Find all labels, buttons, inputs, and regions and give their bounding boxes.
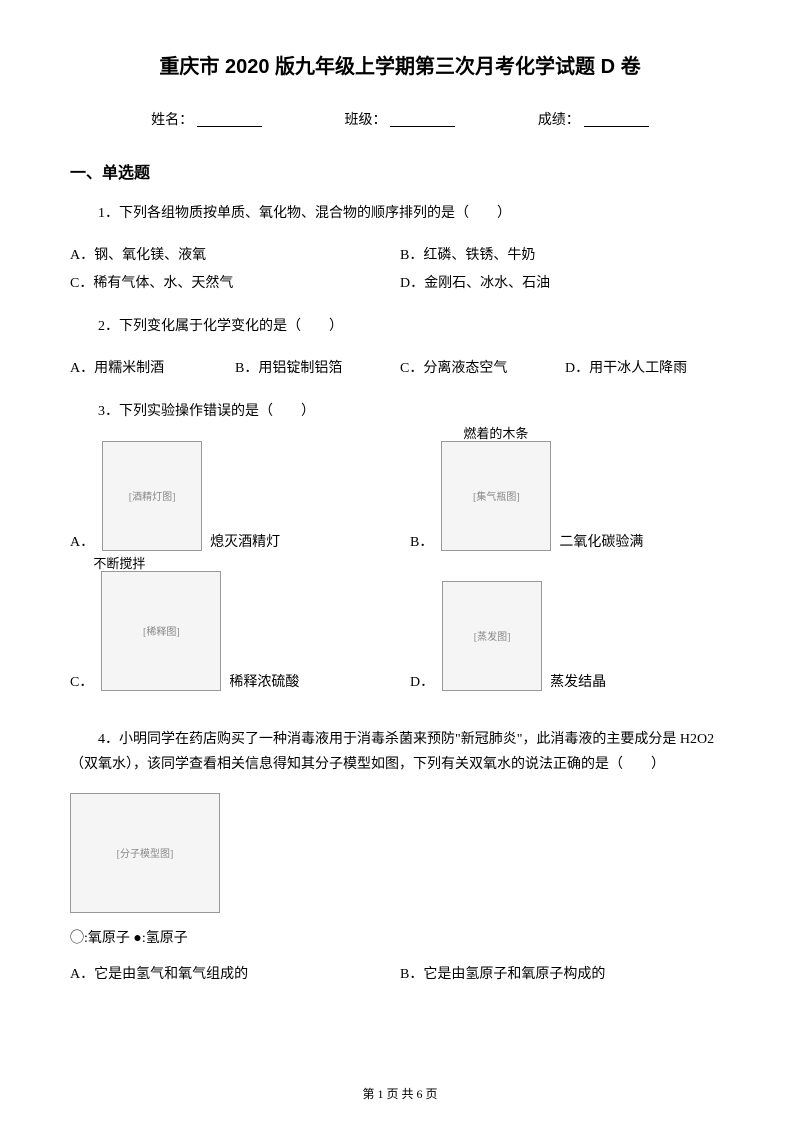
q2-option-c: C．分离液态空气 bbox=[400, 355, 565, 383]
page-footer: 第 1 页 共 6 页 bbox=[0, 1085, 800, 1102]
q2-option-b: B．用铝锭制铝箔 bbox=[235, 355, 400, 383]
co2-bottle-figure: [集气瓶图] bbox=[441, 441, 551, 551]
name-field: 姓名： bbox=[151, 109, 262, 129]
q3-b-label: 二氧化碳验满 bbox=[559, 531, 643, 551]
q1-options: A．钢、氧化镁、液氧 B．红磷、铁锈、牛奶 C．稀有气体、水、天然气 D．金刚石… bbox=[70, 242, 730, 298]
q2-options: A．用糯米制酒 B．用铝锭制铝箔 C．分离液态空气 D．用干冰人工降雨 bbox=[70, 355, 730, 383]
q3-b-overlay: 燃着的木条 bbox=[463, 423, 528, 442]
molecule-figure: [分子模型图] bbox=[70, 793, 220, 913]
dilute-acid-figure: [稀释图] bbox=[101, 571, 221, 691]
q2-option-a: A．用糯米制酒 bbox=[70, 355, 235, 383]
score-field: 成绩： bbox=[538, 109, 649, 129]
class-label: 班级： bbox=[344, 109, 386, 129]
question-4: 4．小明同学在药店购买了一种消毒液用于消毒杀菌来预防"新冠肺炎"，此消毒液的主要… bbox=[70, 727, 730, 777]
q1-option-a: A．钢、氧化镁、液氧 bbox=[70, 242, 400, 270]
q3-a-prefix: A． bbox=[70, 531, 94, 551]
evaporate-figure: [蒸发图] bbox=[442, 581, 542, 691]
question-2: 2．下列变化属于化学变化的是（ ） bbox=[70, 314, 730, 339]
q1-option-c: C．稀有气体、水、天然气 bbox=[70, 270, 400, 298]
student-info-row: 姓名： 班级： 成绩： bbox=[70, 109, 730, 129]
q3-option-d: D． [蒸发图] 蒸发结晶 bbox=[400, 571, 730, 691]
score-label: 成绩： bbox=[538, 109, 580, 129]
class-underline bbox=[390, 111, 455, 127]
q3-options: A． [酒精灯图] 熄灭酒精灯 B． 燃着的木条 [集气瓶图] 二氧化碳验满 C… bbox=[70, 441, 730, 711]
q1-option-b: B．红磷、铁锈、牛奶 bbox=[400, 242, 730, 270]
q1-option-d: D．金刚石、冰水、石油 bbox=[400, 270, 730, 298]
alcohol-lamp-figure: [酒精灯图] bbox=[102, 441, 202, 551]
q3-option-a: A． [酒精灯图] 熄灭酒精灯 bbox=[70, 441, 400, 551]
question-1: 1．下列各组物质按单质、氧化物、混合物的顺序排列的是（ ） bbox=[70, 201, 730, 226]
q3-a-label: 熄灭酒精灯 bbox=[210, 531, 280, 551]
q3-d-label: 蒸发结晶 bbox=[550, 671, 606, 691]
q4-options: A．它是由氢气和氧气组成的 B．它是由氢原子和氧原子构成的 bbox=[70, 961, 730, 989]
molecule-legend: ◯:氧原子 ●:氢原子 bbox=[70, 927, 730, 947]
q3-d-prefix: D． bbox=[410, 671, 434, 691]
score-underline bbox=[584, 111, 649, 127]
name-label: 姓名： bbox=[151, 109, 193, 129]
q3-c-label: 稀释浓硫酸 bbox=[229, 671, 299, 691]
q3-b-prefix: B． bbox=[410, 531, 433, 551]
q4-option-b: B．它是由氢原子和氧原子构成的 bbox=[400, 961, 730, 989]
question-3: 3．下列实验操作错误的是（ ） bbox=[70, 399, 730, 424]
q3-option-b: B． 燃着的木条 [集气瓶图] 二氧化碳验满 bbox=[400, 441, 730, 551]
q3-c-prefix: C． bbox=[70, 671, 93, 691]
section-header: 一、单选题 bbox=[70, 159, 730, 183]
q3-c-overlay1: 不断搅拌 bbox=[93, 553, 145, 572]
name-underline bbox=[197, 111, 262, 127]
page-title: 重庆市 2020 版九年级上学期第三次月考化学试题 D 卷 bbox=[70, 50, 730, 79]
q2-option-d: D．用干冰人工降雨 bbox=[565, 355, 730, 383]
class-field: 班级： bbox=[344, 109, 455, 129]
q4-option-a: A．它是由氢气和氧气组成的 bbox=[70, 961, 400, 989]
q3-option-c: C． 不断搅拌 [稀释图] 稀释浓硫酸 bbox=[70, 571, 400, 691]
